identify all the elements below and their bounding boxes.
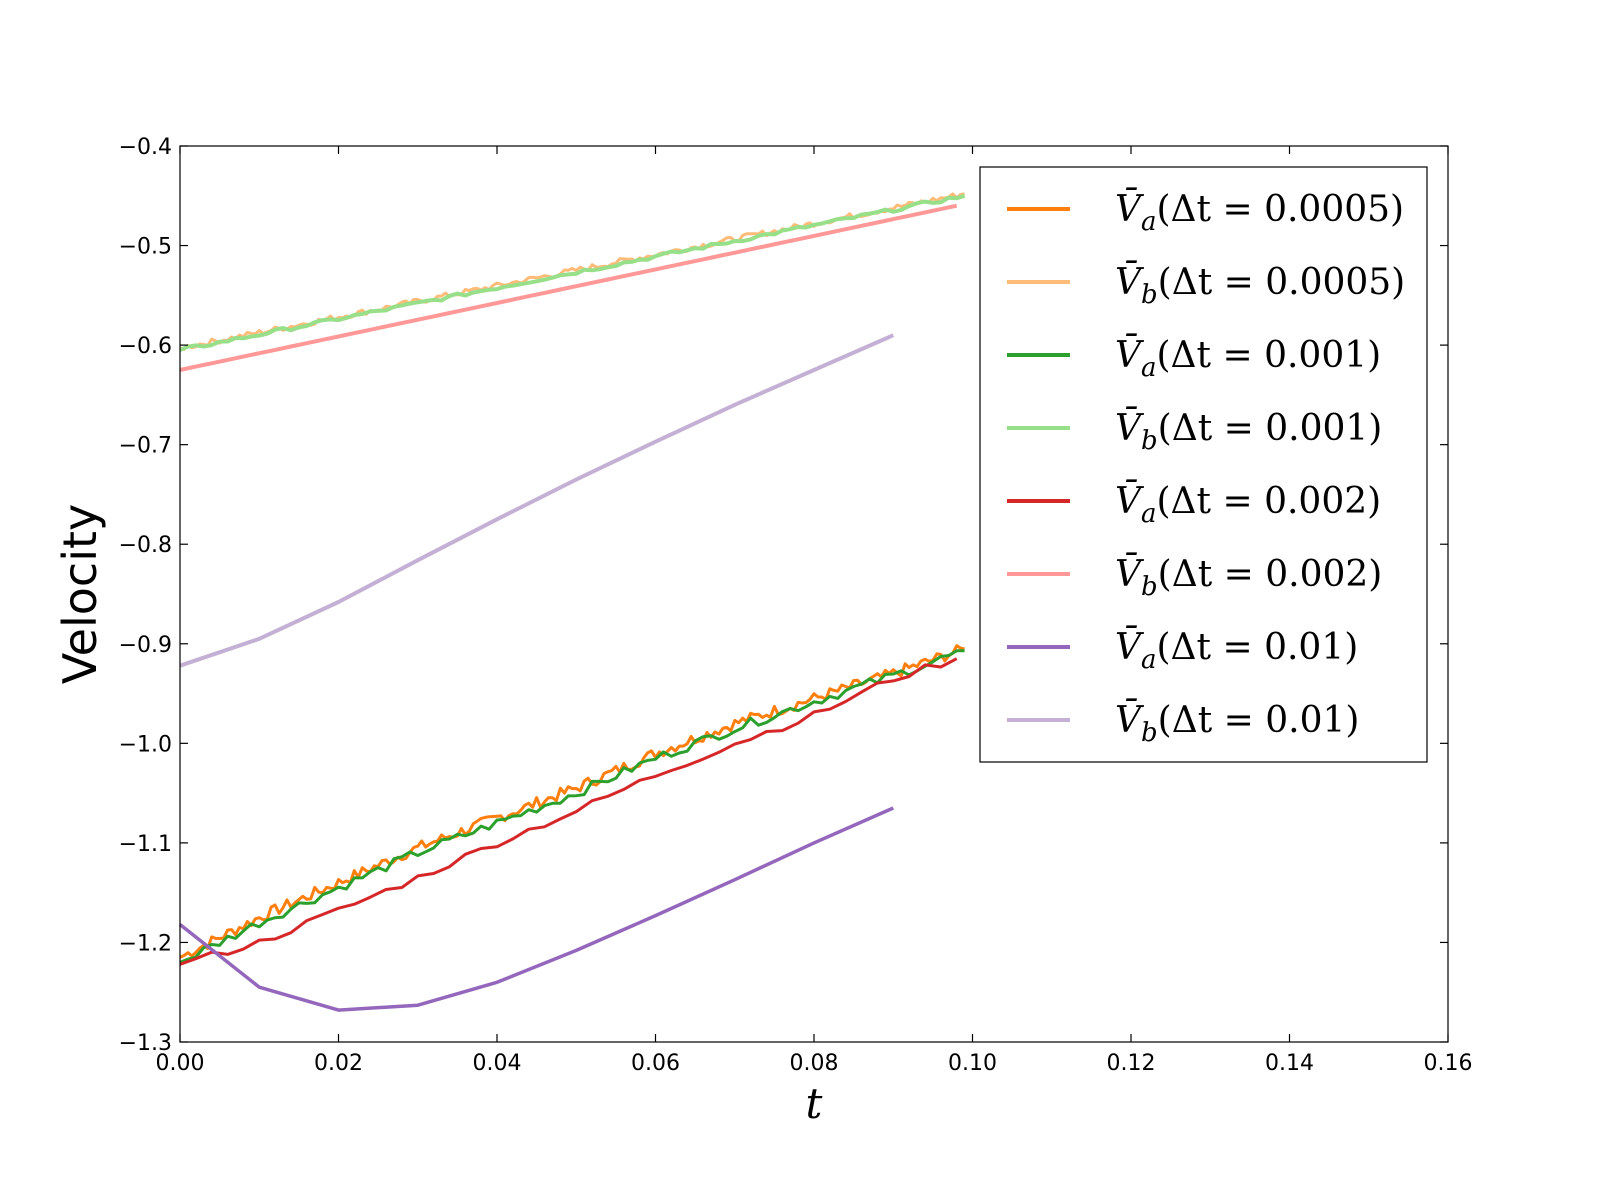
series-line-8 bbox=[179, 333, 895, 668]
y-tick-label: −0.6 bbox=[119, 334, 172, 359]
legend-label: V̄b(Δt = 0.001) bbox=[1115, 406, 1382, 456]
y-tick-label: −0.8 bbox=[119, 533, 172, 558]
y-tick-label: −0.5 bbox=[119, 235, 172, 260]
legend: V̄a(Δt = 0.0005)V̄b(Δt = 0.0005)V̄a(Δt =… bbox=[979, 166, 1428, 763]
x-tick-label: 0.16 bbox=[1424, 1051, 1473, 1076]
series-line-3 bbox=[179, 649, 965, 964]
series-line-5 bbox=[179, 657, 958, 966]
legend-subscript: b bbox=[1141, 718, 1158, 748]
legend-label: V̄a(Δt = 0.01) bbox=[1115, 625, 1358, 675]
legend-argument: (Δt = 0.002) bbox=[1158, 554, 1383, 595]
y-axis-ticks: −0.4 −0.5 −0.6 −0.7 −0.8 −0.9 −1.0 −1.1 −1.2 −1.3 bbox=[119, 135, 1448, 1056]
legend-subscript: a bbox=[1141, 499, 1157, 529]
legend-label: V̄b(Δt = 0.0005) bbox=[1115, 260, 1405, 310]
y-tick-label: −1.0 bbox=[119, 732, 172, 757]
legend-subscript: a bbox=[1141, 353, 1157, 383]
series-line-7 bbox=[178, 806, 895, 1012]
y-axis-label: Velocity bbox=[53, 504, 107, 684]
x-tick-label: 0.00 bbox=[156, 1051, 205, 1076]
legend-symbol: V̄ bbox=[1115, 625, 1145, 668]
legend-symbol: V̄ bbox=[1115, 479, 1145, 522]
series-layer bbox=[178, 192, 966, 1012]
legend-subscript: b bbox=[1141, 426, 1158, 456]
x-tick-label: 0.08 bbox=[790, 1051, 839, 1076]
legend-argument: (Δt = 0.0005) bbox=[1158, 262, 1406, 303]
y-tick-label: −1.3 bbox=[119, 1031, 172, 1056]
legend-symbol: V̄ bbox=[1115, 187, 1145, 230]
series-line-1 bbox=[179, 644, 965, 959]
series-line-4 bbox=[179, 193, 966, 352]
legend-label: V̄a(Δt = 0.002) bbox=[1115, 479, 1381, 529]
legend-symbol: V̄ bbox=[1115, 698, 1145, 741]
legend-argument: (Δt = 0.0005) bbox=[1157, 189, 1405, 230]
legend-symbol: V̄ bbox=[1115, 260, 1145, 303]
x-tick-label: 0.10 bbox=[948, 1051, 997, 1076]
x-tick-label: 0.06 bbox=[631, 1051, 680, 1076]
y-tick-label: −1.1 bbox=[119, 832, 172, 857]
legend-label: V̄b(Δt = 0.01) bbox=[1115, 698, 1359, 748]
series-line-6 bbox=[179, 203, 958, 372]
legend-label: V̄b(Δt = 0.002) bbox=[1115, 552, 1382, 602]
y-tick-label: −0.7 bbox=[119, 434, 172, 459]
legend-symbol: V̄ bbox=[1115, 406, 1145, 449]
legend-argument: (Δt = 0.01) bbox=[1158, 700, 1360, 741]
x-tick-label: 0.14 bbox=[1265, 1051, 1314, 1076]
y-tick-label: −0.9 bbox=[119, 633, 172, 658]
y-tick-label: −0.4 bbox=[119, 135, 172, 160]
x-axis-ticks: 0.00 0.02 0.04 0.06 0.08 0.10 0.12 0.14 0.16 bbox=[156, 146, 1473, 1076]
x-tick-label: 0.04 bbox=[473, 1051, 522, 1076]
x-axis-label: t bbox=[806, 1079, 823, 1128]
legend-argument: (Δt = 0.001) bbox=[1157, 335, 1382, 376]
legend-symbol: V̄ bbox=[1115, 552, 1145, 595]
legend-symbol: V̄ bbox=[1115, 333, 1145, 376]
x-tick-label: 0.12 bbox=[1107, 1051, 1156, 1076]
legend-subscript: a bbox=[1141, 645, 1157, 675]
x-tick-label: 0.02 bbox=[314, 1051, 363, 1076]
y-tick-label: −1.2 bbox=[119, 931, 172, 956]
legend-label: V̄a(Δt = 0.001) bbox=[1115, 333, 1381, 383]
legend-argument: (Δt = 0.002) bbox=[1157, 481, 1382, 522]
legend-subscript: a bbox=[1141, 207, 1157, 237]
legend-subscript: b bbox=[1141, 572, 1158, 602]
legend-argument: (Δt = 0.001) bbox=[1158, 408, 1383, 449]
legend-box bbox=[979, 166, 1428, 763]
legend-argument: (Δt = 0.01) bbox=[1157, 627, 1359, 668]
legend-subscript: b bbox=[1141, 280, 1158, 310]
legend-label: V̄a(Δt = 0.0005) bbox=[1115, 187, 1404, 237]
